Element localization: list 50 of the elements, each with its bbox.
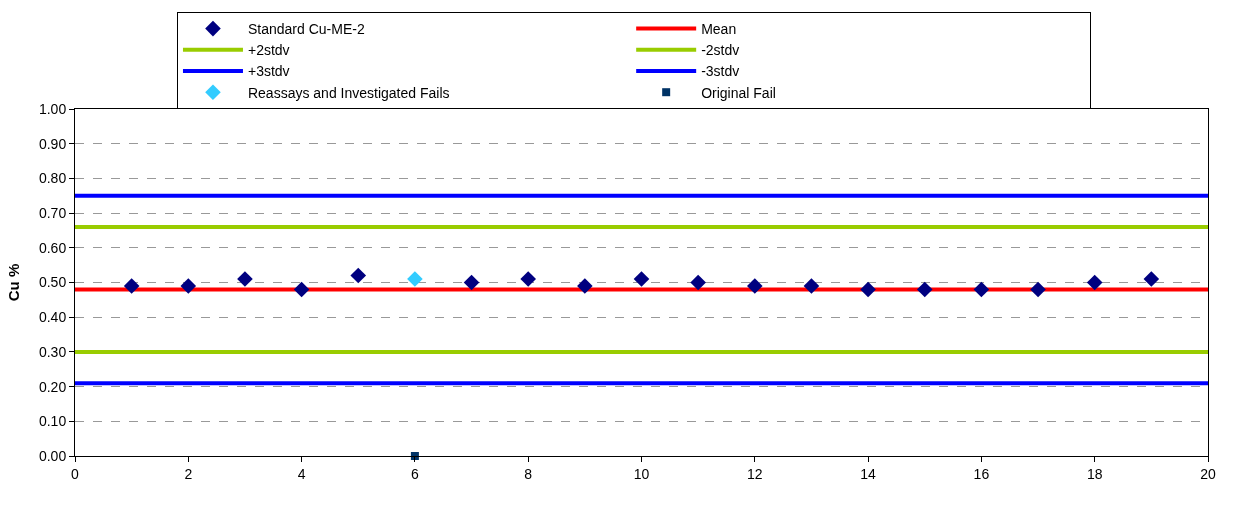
y-tick-label: 0.20 xyxy=(38,378,67,395)
y-tick-label: 0.60 xyxy=(38,239,67,256)
point xyxy=(860,281,876,298)
point xyxy=(1086,274,1103,291)
legend-label: Mean xyxy=(701,21,737,38)
y-axis-title: Cu % xyxy=(5,263,23,302)
y-tick-label: 1.00 xyxy=(38,100,67,117)
y-tick-label: 0.00 xyxy=(38,447,67,464)
legend-label: Standard Cu-ME-2 xyxy=(247,21,365,38)
legend-label: +2stdv xyxy=(247,42,290,59)
x-tick-label: 16 xyxy=(973,465,990,482)
point xyxy=(463,274,480,291)
point xyxy=(916,281,933,298)
x-tick-label: 12 xyxy=(747,465,763,482)
x-tick-label: 0 xyxy=(71,465,80,482)
x-tick-label: 10 xyxy=(633,465,650,482)
x-tick-label: 2 xyxy=(184,465,193,482)
legend-label: -3stdv xyxy=(701,63,740,80)
point xyxy=(520,271,536,287)
point xyxy=(1030,281,1046,298)
point xyxy=(747,278,763,294)
x-tick-label: 14 xyxy=(860,465,877,482)
y-tick-label: 0.70 xyxy=(38,205,67,221)
point xyxy=(350,267,367,284)
x-tick-label: 8 xyxy=(524,465,533,482)
legend-label: Original Fail xyxy=(701,84,776,101)
point xyxy=(690,274,706,291)
point xyxy=(633,271,650,287)
y-tick-label: 0.80 xyxy=(38,170,67,187)
point xyxy=(803,278,820,294)
y-tick-label: 0.10 xyxy=(38,413,67,430)
y-tick-label: 0.90 xyxy=(38,135,67,152)
point xyxy=(293,281,310,298)
point xyxy=(180,278,197,294)
point xyxy=(577,278,593,294)
legend-label: -2stdv xyxy=(701,42,740,59)
x-tick-label: 18 xyxy=(1086,465,1103,482)
point xyxy=(237,271,253,287)
point xyxy=(123,278,140,294)
y-tick-label: 0.30 xyxy=(38,343,67,360)
point xyxy=(973,281,990,298)
legend-label: Reassays and Investigated Fails xyxy=(247,84,450,101)
x-tick-label: 6 xyxy=(411,465,419,482)
legend-label: +3stdv xyxy=(247,63,290,80)
x-tick-label: 4 xyxy=(297,465,306,482)
x-tick-label: 20 xyxy=(1200,465,1216,482)
point xyxy=(1143,271,1160,287)
point xyxy=(407,271,423,287)
y-tick-label: 0.50 xyxy=(38,274,67,291)
y-tick-label: 0.40 xyxy=(38,309,67,326)
